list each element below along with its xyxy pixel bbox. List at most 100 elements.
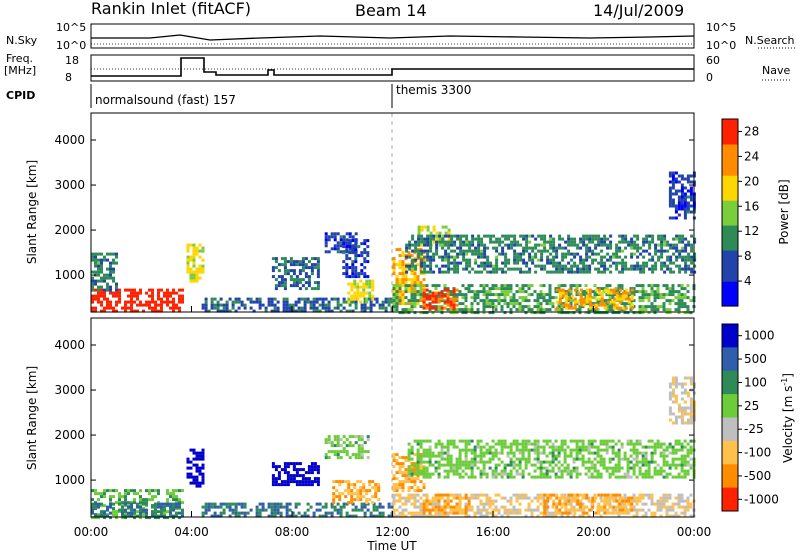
power-cell: [585, 294, 589, 298]
velocity-cell: [410, 511, 414, 515]
power-cell: [660, 240, 664, 244]
power-cell: [542, 299, 546, 303]
velocity-cell: [283, 462, 287, 466]
power-cell: [561, 237, 565, 241]
velocity-cell: [647, 463, 651, 467]
power-cell: [549, 252, 553, 256]
power-cell: [675, 237, 679, 241]
power-cell: [310, 257, 314, 261]
power-cell: [632, 299, 636, 303]
velocity-cell: [644, 511, 648, 515]
power-cell: [542, 308, 546, 312]
power-cell: [438, 240, 442, 244]
power-cell: [663, 270, 667, 274]
velocity-cell: [258, 502, 262, 506]
power-cell: [468, 261, 472, 265]
power-cell: [621, 261, 625, 265]
velocity-cell: [407, 486, 411, 490]
power-cell: [558, 294, 562, 298]
velocity-cell: [558, 502, 562, 506]
velocity-cell: [632, 472, 636, 476]
power-cell: [354, 300, 358, 304]
velocity-cell: [148, 498, 151, 502]
velocity-cell: [561, 493, 565, 497]
power-cell: [118, 297, 121, 301]
velocity-cell: [596, 451, 600, 455]
power-cell: [657, 237, 661, 241]
velocity-cell: [413, 463, 417, 467]
power-cell: [316, 272, 320, 276]
velocity-cell: [612, 511, 616, 515]
power-cell: [642, 261, 646, 265]
power-cell: [405, 249, 409, 253]
power-cell: [363, 303, 367, 307]
power-cell: [570, 243, 574, 247]
power-cell: [103, 309, 106, 313]
power-cell: [525, 243, 529, 247]
velocity-cell: [342, 505, 346, 509]
power-cell: [449, 293, 453, 297]
power-cell: [369, 309, 373, 313]
power-cell: [342, 245, 346, 249]
power-cell: [567, 249, 571, 253]
power-cell: [130, 309, 133, 313]
power-cell: [342, 297, 346, 301]
velocity-cell: [564, 505, 568, 509]
power-cell: [426, 225, 430, 229]
power-cell: [151, 300, 154, 304]
velocity-cell: [440, 457, 444, 461]
power-cell: [680, 183, 684, 187]
velocity-cell: [304, 477, 308, 481]
velocity-cell: [560, 514, 564, 518]
velocity-cell: [392, 499, 396, 503]
velocity-cell: [422, 475, 426, 479]
velocity-cell: [431, 472, 435, 476]
velocity-cell: [434, 466, 438, 470]
velocity-cell: [172, 508, 175, 512]
velocity-cell: [425, 514, 429, 518]
power-cell: [157, 303, 160, 307]
velocity-cell: [449, 511, 453, 515]
power-cell: [97, 279, 100, 283]
velocity-cell: [617, 457, 621, 461]
velocity-cell: [166, 516, 169, 520]
power-cell: [145, 303, 148, 307]
power-cell: [336, 306, 340, 310]
velocity-cell: [578, 439, 582, 443]
power-cell: [124, 300, 127, 304]
velocity-cell: [464, 466, 468, 470]
velocity-cell: [581, 502, 585, 506]
velocity-cell: [452, 493, 456, 497]
velocity-cell: [404, 514, 408, 518]
velocity-cell: [548, 460, 552, 464]
power-cell: [555, 288, 559, 292]
velocity-cell: [533, 508, 537, 512]
power-cell: [345, 238, 349, 242]
velocity-cell: [339, 514, 343, 518]
power-cell: [548, 290, 552, 294]
power-cell: [204, 309, 208, 313]
velocity-cell: [674, 463, 678, 467]
velocity-cell: [172, 492, 175, 496]
velocity-cell: [112, 489, 115, 493]
velocity-cell: [307, 480, 311, 484]
power-cell: [668, 189, 672, 193]
velocity-cell: [542, 448, 546, 452]
velocity-cell: [632, 466, 636, 470]
power-cell: [306, 297, 310, 301]
velocity-cell: [591, 505, 595, 509]
power-cell: [426, 234, 430, 238]
velocity-cell: [596, 472, 600, 476]
velocity-cell: [286, 477, 290, 481]
power-cell: [289, 275, 293, 279]
power-cell: [488, 293, 492, 297]
power-cell: [414, 267, 418, 271]
power-cell: [597, 243, 601, 247]
velocity-cell: [169, 492, 172, 496]
power-cell: [453, 261, 457, 265]
power-cell: [573, 297, 577, 301]
power-cell: [561, 303, 565, 307]
velocity-cell: [596, 469, 600, 473]
velocity-cell: [564, 496, 568, 500]
